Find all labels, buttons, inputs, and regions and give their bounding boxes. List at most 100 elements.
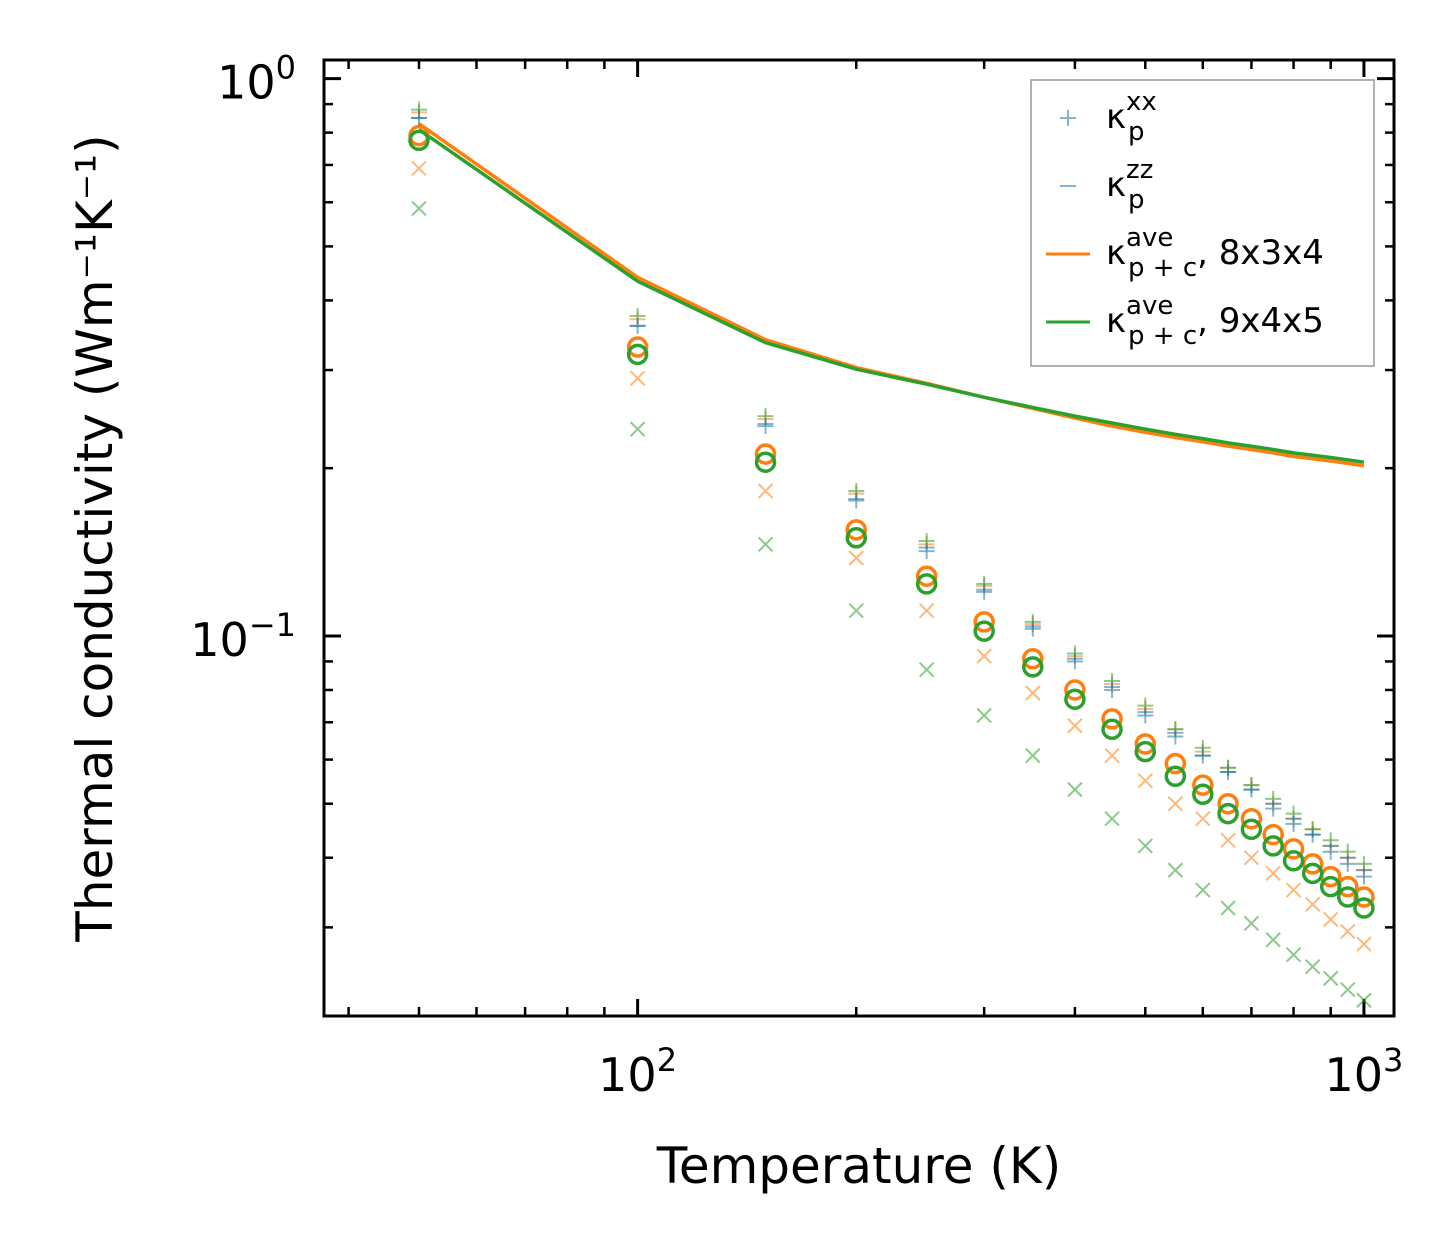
data-point-circle <box>1217 802 1239 825</box>
data-point-plus <box>757 418 774 435</box>
data-point-x <box>1195 810 1211 827</box>
data-point-circle <box>1301 862 1324 885</box>
data-point-x <box>1167 862 1184 878</box>
data-point-circle <box>754 451 777 473</box>
data-point-circle <box>1134 740 1157 763</box>
data-point-circle <box>1282 838 1305 860</box>
data-point-circle <box>408 129 430 152</box>
data-point-x <box>1265 932 1281 948</box>
legend-item: κxx p <box>1060 87 1157 147</box>
data-point-circle <box>1192 774 1214 796</box>
legend-swatch <box>1060 110 1076 126</box>
data-point-x <box>629 421 646 437</box>
data-point-plus <box>1167 728 1184 745</box>
data-point-x <box>1104 747 1120 764</box>
data-point-plus <box>976 583 993 600</box>
data-point-circle <box>1101 718 1123 741</box>
data-point-x <box>1104 810 1120 827</box>
data-point-circle <box>845 527 868 549</box>
data-point-x <box>1025 747 1041 764</box>
data-point-x <box>1137 772 1154 789</box>
data-point-x <box>411 200 427 217</box>
data-point-x <box>1067 718 1083 734</box>
data-point-circle <box>915 565 938 587</box>
data-point-x <box>1304 958 1321 975</box>
data-point-x <box>1220 900 1236 916</box>
legend: κxx p κzz p κave p + c, 8x3x4 κave p + c, 9x4x5 <box>1030 79 1375 367</box>
data-point-x <box>1137 838 1154 854</box>
data-point-x <box>757 483 774 499</box>
legend-label: κxx p <box>1106 87 1157 147</box>
data-point-circle <box>1262 835 1284 857</box>
data-point-plus <box>1355 868 1372 885</box>
data-point-circle <box>626 343 649 366</box>
data-point-circle <box>1064 688 1086 710</box>
data-point-x <box>1220 832 1236 848</box>
y-tick-label: 100 <box>217 49 296 110</box>
x-tick-label: 103 <box>1324 1041 1403 1102</box>
data-point-plus <box>1066 653 1083 670</box>
data-point-circle <box>973 611 995 633</box>
y-tick-label: 10−1 <box>190 606 296 667</box>
data-point-x <box>1322 911 1339 928</box>
x-axis-title: Temperature (K) <box>656 1137 1061 1195</box>
data-point-circle <box>626 336 649 358</box>
data-point-x <box>1265 865 1281 882</box>
data-marks <box>408 101 1375 1008</box>
data-point-x <box>1356 936 1372 952</box>
data-point-circle <box>1164 752 1187 775</box>
legend-item: κave p + c, 9x4x5 <box>1046 291 1324 351</box>
data-point-x <box>1340 981 1356 998</box>
data-point-x <box>918 661 935 678</box>
data-point-x <box>848 602 864 619</box>
legend-item: κzz p <box>1060 155 1153 215</box>
data-point-circle <box>1240 818 1263 840</box>
x-tick-label: 102 <box>598 1041 677 1102</box>
data-point-x <box>1304 896 1321 912</box>
data-point-x <box>629 370 646 386</box>
data-point-circle <box>1022 656 1044 678</box>
data-point-circle <box>1164 765 1187 788</box>
data-point-circle <box>1064 679 1086 701</box>
legend-label: κave p + c, 9x4x5 <box>1106 291 1324 351</box>
tick-labels: 102 103 100 10−1 <box>190 49 1403 1102</box>
data-point-circle <box>754 443 777 465</box>
data-point-plus <box>918 543 935 560</box>
data-point-circle <box>1101 708 1123 730</box>
data-point-x <box>1285 882 1302 898</box>
data-point-plus <box>1024 620 1041 637</box>
data-point-x <box>1243 915 1260 932</box>
plot-frame <box>322 58 1396 1018</box>
data-point-circle <box>1353 897 1375 919</box>
data-point-circle <box>1022 648 1044 670</box>
data-point-circle <box>1192 783 1214 805</box>
data-point-circle <box>1282 850 1305 872</box>
data-point-circle <box>1262 823 1284 846</box>
data-point-x <box>1243 850 1260 866</box>
data-point-circle <box>1240 807 1263 830</box>
data-point-x <box>1356 992 1372 1008</box>
data-point-plus <box>848 492 865 509</box>
data-point-x <box>918 602 935 619</box>
data-point-x <box>1067 781 1083 798</box>
data-point-plus <box>1137 707 1154 724</box>
data-point-circle <box>1217 792 1239 815</box>
legend-label: κave p + c, 8x3x4 <box>1106 223 1324 283</box>
legend-item: κave p + c, 8x3x4 <box>1046 223 1324 283</box>
data-point-x <box>976 648 992 664</box>
data-point-x <box>1167 796 1184 812</box>
series-line <box>418 128 1365 464</box>
data-point-circle <box>1337 886 1359 908</box>
data-point-plus <box>1104 681 1121 698</box>
data-point-circle <box>845 519 868 541</box>
data-point-circle <box>1353 886 1375 908</box>
data-point-x <box>411 160 427 177</box>
data-point-x <box>1322 970 1339 987</box>
data-point-circle <box>1319 875 1342 898</box>
data-point-x <box>1340 923 1356 940</box>
data-point-circle <box>973 620 995 642</box>
data-point-x <box>1195 882 1211 898</box>
data-point-x <box>976 707 992 724</box>
data-point-x <box>757 536 774 553</box>
